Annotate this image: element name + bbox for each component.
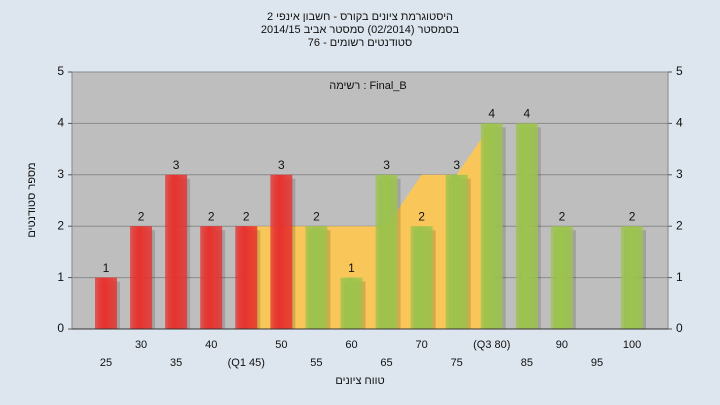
y-tick-label: 4 — [57, 116, 64, 130]
y2-tick-label: 0 — [676, 321, 683, 335]
annotation: רשימה : Final_B — [329, 80, 407, 92]
data-label: 3 — [278, 158, 285, 172]
data-label: 2 — [243, 209, 250, 223]
x-tick-label: 60 — [345, 339, 357, 351]
data-label: 1 — [103, 261, 110, 275]
bar — [515, 123, 538, 330]
data-label: 2 — [559, 209, 566, 223]
bar — [235, 226, 258, 329]
y2-tick-label: 4 — [676, 116, 683, 130]
data-label: 3 — [383, 158, 390, 172]
y2-tick-label: 2 — [676, 218, 683, 232]
chart-title: היסטוגרמת ציונים בקורס - חשבון אינפי 2 — [267, 11, 453, 23]
x-tick-label: 50 — [275, 339, 287, 351]
x-tick-label: 90 — [556, 339, 568, 351]
y-axis-label: מספר סטודנטים — [26, 162, 38, 237]
x-tick-label: 40 — [205, 339, 217, 351]
bar — [340, 277, 363, 329]
x-tick-label: 35 — [170, 357, 182, 369]
chart-subtitle: סטודנטים רשומים - 76 — [308, 37, 412, 49]
x-tick-label: (Q1 45) — [228, 357, 265, 369]
bar — [130, 226, 153, 329]
data-label: 2 — [138, 209, 145, 223]
bar — [200, 226, 223, 329]
x-tick-label: 75 — [451, 357, 463, 369]
bar — [480, 123, 503, 330]
bar — [410, 226, 433, 329]
bar — [445, 174, 468, 329]
y-tick-label: 0 — [57, 321, 64, 335]
data-label: 1 — [348, 261, 355, 275]
x-tick-label: 65 — [380, 357, 392, 369]
data-label: 3 — [173, 158, 180, 172]
data-label: 3 — [453, 158, 460, 172]
bar — [621, 226, 644, 329]
y-tick-label: 2 — [57, 218, 64, 232]
bar — [305, 226, 328, 329]
data-label: 2 — [418, 209, 425, 223]
x-axis-label: טווח ציונים — [335, 375, 384, 387]
y2-tick-label: 3 — [676, 167, 683, 181]
x-tick-label: (Q3 80) — [473, 339, 510, 351]
bar — [375, 174, 398, 329]
bar — [270, 174, 293, 329]
data-label: 2 — [629, 209, 636, 223]
y-tick-label: 3 — [57, 167, 64, 181]
x-tick-label: 100 — [623, 339, 641, 351]
y2-tick-label: 1 — [676, 270, 683, 284]
bar — [165, 174, 188, 329]
x-tick-label: 30 — [135, 339, 147, 351]
bar — [95, 277, 117, 329]
x-tick-label: 70 — [416, 339, 428, 351]
bar — [550, 226, 573, 329]
chart-subtitle: בסמסטר (02/2014) סמסטר אביב 2014/15 — [261, 24, 460, 36]
x-tick-label: 95 — [591, 357, 603, 369]
x-tick-label: 85 — [521, 357, 533, 369]
data-label: 4 — [488, 107, 495, 121]
y-tick-label: 5 — [57, 64, 64, 78]
x-tick-label: 55 — [310, 357, 322, 369]
x-tick-label: 25 — [100, 357, 112, 369]
data-label: 2 — [313, 209, 320, 223]
data-label: 4 — [523, 107, 530, 121]
data-label: 2 — [208, 209, 215, 223]
y2-tick-label: 5 — [676, 64, 683, 78]
y-tick-label: 1 — [57, 270, 64, 284]
